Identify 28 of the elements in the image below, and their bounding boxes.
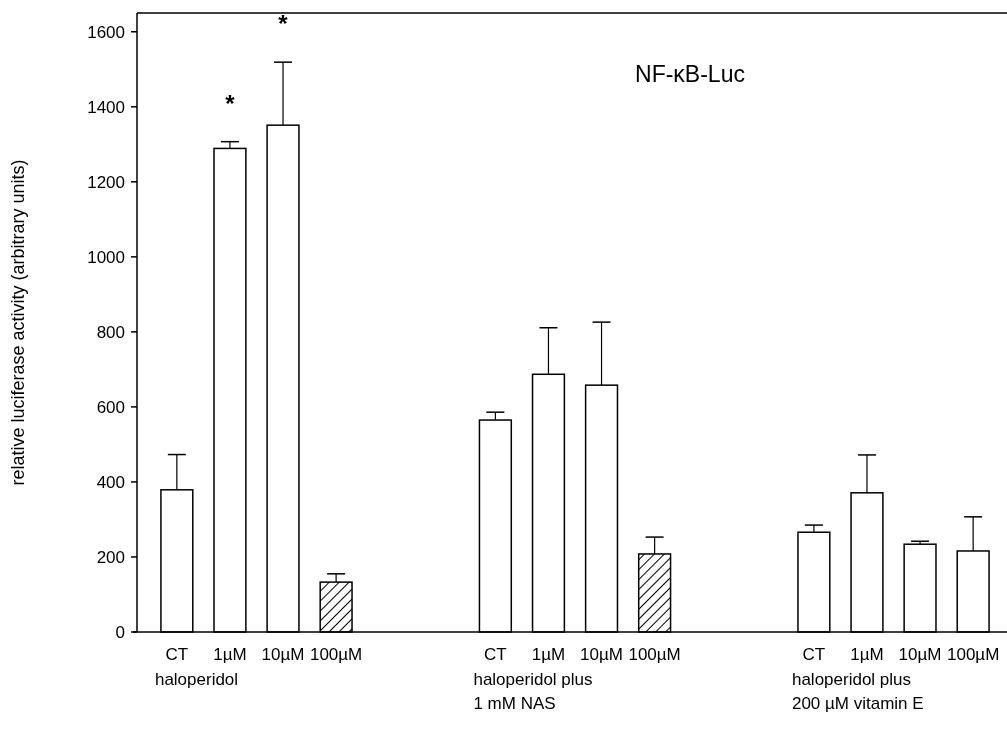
text: haloperidol (154, 670, 239, 689)
y-axis-title: relative luciferase activity (arbitrary units) (8, 159, 28, 486)
text: haloperidol plus 200 µM vitamin E (791, 670, 924, 713)
y-tick-label: 200 (96, 547, 125, 567)
x-tick-label: CT (484, 645, 507, 664)
x-tick-label: CT (165, 645, 189, 664)
x-tick-label: 10µM (898, 645, 942, 664)
y-tick-label: 400 (96, 472, 125, 492)
text: haloperidol plus 1 mM NAS (473, 670, 593, 713)
annotation: * (225, 89, 236, 117)
x-tick-label: 100µM (309, 645, 363, 664)
y-tick-label: 1400 (87, 97, 125, 117)
y-tick-label: 1600 (87, 22, 125, 42)
x-tick-label: 100µM (946, 645, 1000, 664)
y-tick-label: 800 (96, 322, 125, 342)
x-tick-label: 1µM (850, 645, 884, 664)
x-tick-label: 1µM (213, 645, 247, 664)
annotation: * (278, 10, 289, 38)
x-tick-label: CT (802, 645, 826, 664)
x-tick-label: 1µM (531, 645, 566, 664)
text: NF-κB-Luc (635, 61, 745, 87)
y-tick-label: 0 (115, 622, 125, 642)
x-tick-label: 10µM (580, 645, 623, 664)
y-tick-label: 600 (96, 397, 125, 417)
x-tick-label: 10µM (261, 645, 305, 664)
y-tick-label: 1200 (87, 172, 125, 192)
x-tick-label: 100µM (628, 645, 681, 664)
y-tick-label: 1000 (87, 247, 125, 267)
